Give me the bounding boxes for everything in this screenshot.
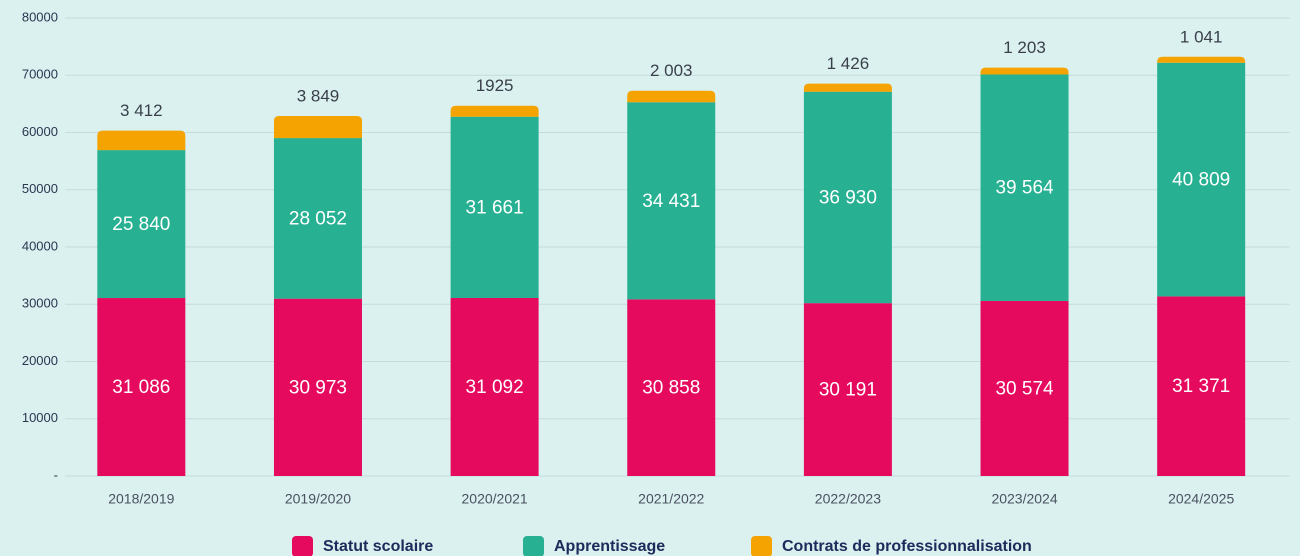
bar-segment [627,102,716,300]
y-tick-label: 80000 [22,9,58,24]
legend-swatch [292,536,313,556]
value-label: 1 203 [1003,38,1046,57]
bar-segment [273,116,362,139]
bar-segment [1157,56,1246,63]
y-tick-label: 30000 [22,296,58,311]
bar-segment [450,105,539,117]
y-tick-label: 10000 [22,410,58,425]
y-tick-label: 50000 [22,181,58,196]
value-label: 25 840 [112,214,170,235]
bar-segment [97,150,186,299]
x-tick-label: 2018/2019 [108,491,174,507]
legend-label: Statut scolaire [323,538,433,555]
legend-swatch [523,536,544,556]
value-label: 3 849 [297,87,340,106]
bar-segment [980,300,1069,476]
x-tick-label: 2022/2023 [815,491,881,507]
value-label: 3 412 [120,101,163,120]
legend-label: Apprentissage [554,538,665,555]
value-label: 31 661 [466,197,524,218]
value-label: 34 431 [642,191,700,212]
value-label: 31 371 [1172,376,1230,397]
value-label: 36 930 [819,187,877,208]
y-tick-label: 70000 [22,67,58,82]
bar-segment [980,67,1069,75]
bar-segment [97,298,186,476]
value-label: 30 191 [819,380,877,401]
legend-label: Contrats de professionnalisation [782,538,1032,555]
value-label: 1 426 [827,54,870,73]
bar-segment [273,298,362,476]
x-tick-label: 2023/2024 [991,491,1057,507]
value-label: 31 092 [466,377,524,398]
bar-segment [450,297,539,476]
y-tick-label: - [54,467,58,482]
value-label: 40 809 [1172,170,1230,191]
bar-segment [803,83,892,92]
value-label: 30 858 [642,378,700,399]
bar-segment [627,90,716,103]
x-tick-label: 2019/2020 [285,491,351,507]
y-tick-label: 20000 [22,353,58,368]
bar-segment [627,299,716,476]
value-label: 30 574 [995,378,1054,399]
value-label: 31 086 [112,377,170,398]
value-label: 39 564 [995,178,1054,199]
bar-segment [1157,296,1246,476]
value-label: 1925 [476,76,514,95]
value-label: 2 003 [650,61,693,80]
bar-segment [980,74,1069,301]
x-tick-label: 2021/2022 [638,491,704,507]
value-label: 1 041 [1180,27,1223,46]
y-tick-label: 60000 [22,124,58,139]
bar-segment [450,116,539,298]
y-tick-label: 40000 [22,238,58,253]
bar-segment [97,130,186,151]
legend-swatch [751,536,772,556]
x-tick-label: 2020/2021 [462,491,528,507]
value-label: 30 973 [289,377,347,398]
value-label: 28 052 [289,208,347,229]
bar-segment [803,91,892,304]
bar-segment [803,303,892,476]
x-tick-label: 2024/2025 [1168,491,1234,507]
bar-segment [273,138,362,299]
bar-segment [1157,62,1246,297]
